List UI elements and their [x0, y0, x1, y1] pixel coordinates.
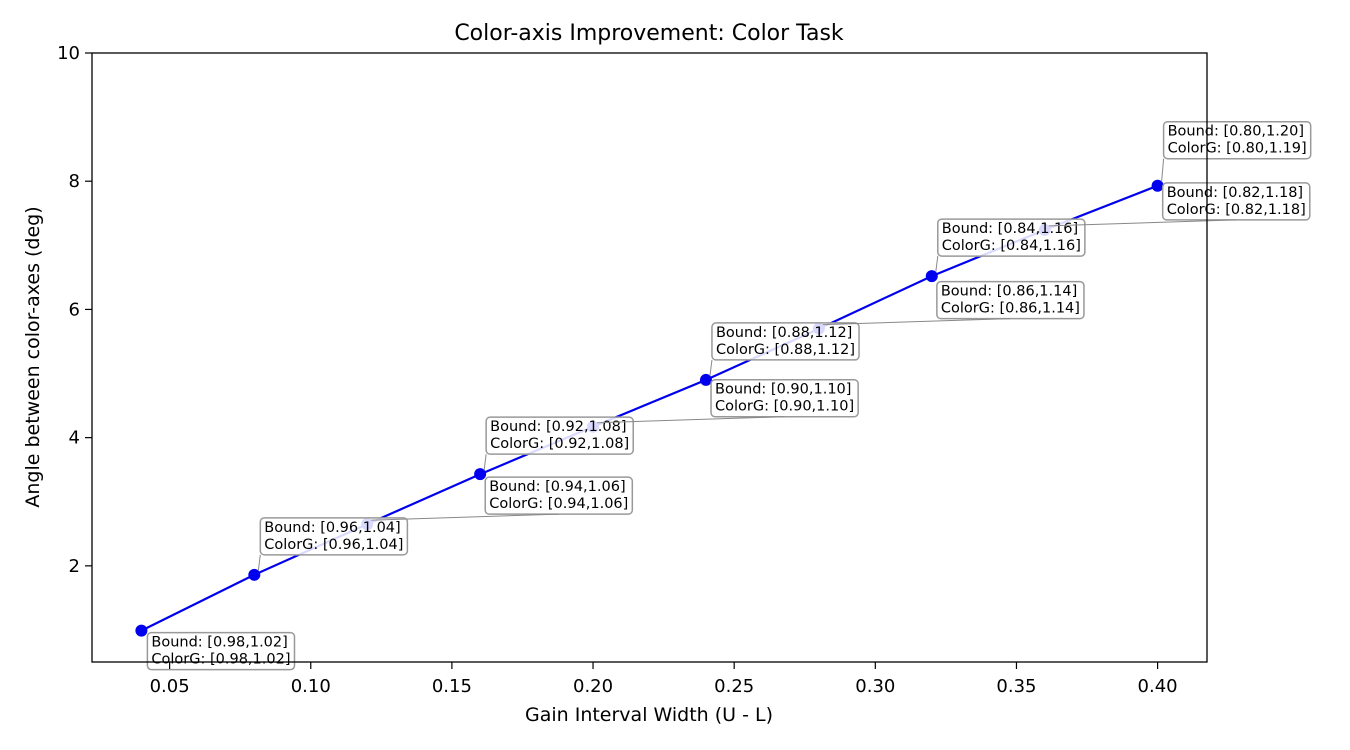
annotation: Bound: [0.82,1.18]ColorG: [0.82,1.18]	[1048, 182, 1311, 227]
annotation-line-1: Bound: [0.90,1.10]	[715, 382, 851, 398]
y-axis: 2 4 6 8 10	[57, 43, 92, 577]
annotation-line-2: ColorG: [0.84,1.16]	[942, 238, 1081, 254]
annotation-box	[711, 322, 860, 361]
annotation-line-2: ColorG: [0.88,1.12]	[716, 342, 855, 358]
annotation-line-1: Bound: [0.82,1.18]	[1167, 185, 1303, 201]
annotation-line-1: Bound: [0.84,1.16]	[942, 221, 1078, 237]
annotation-line-2: ColorG: [0.96,1.04]	[264, 537, 403, 553]
y-tick-label: 4	[69, 428, 80, 449]
annotation-line-2: ColorG: [0.80,1.19]	[1168, 141, 1307, 157]
y-tick-label: 6	[69, 299, 80, 320]
annotation-arrow	[371, 513, 559, 521]
x-tick-label: 0.15	[432, 676, 472, 697]
annotation-layer: Bound: [0.98,1.02]ColorG: [0.98,1.02]Bou…	[146, 120, 1312, 671]
plot-frame	[91, 52, 1208, 663]
annotation-line-1: Bound: [0.98,1.02]	[151, 635, 287, 651]
x-tick-label: 0.40	[1138, 676, 1178, 697]
annotation: Bound: [0.94,1.06]ColorG: [0.94,1.06]	[371, 476, 634, 521]
x-axis: 0.05 0.10 0.15 0.20 0.25 0.30 0.35 0.40	[150, 662, 1178, 697]
annotation-arrow	[483, 454, 487, 471]
plot-area	[92, 53, 1207, 662]
annotation-arrow	[257, 554, 261, 571]
annotation: Bound: [0.86,1.14]ColorG: [0.86,1.14]	[822, 280, 1085, 326]
annotation-line-2: ColorG: [0.82,1.18]	[1167, 202, 1306, 218]
annotation-line-2: ColorG: [0.94,1.06]	[489, 496, 628, 512]
x-axis-label: Gain Interval Width (U - L)	[525, 704, 773, 726]
annotation-box	[1162, 120, 1312, 160]
data-point	[474, 468, 487, 481]
x-tick-label: 0.30	[855, 676, 895, 697]
annotation-line-1: Bound: [0.80,1.20]	[1168, 124, 1304, 140]
annotation-arrow	[1048, 219, 1237, 227]
annotation: Bound: [0.96,1.04]ColorG: [0.96,1.04]	[257, 517, 409, 571]
annotation-arrow	[935, 256, 939, 273]
annotation-box	[937, 218, 1086, 257]
annotation-box	[484, 476, 634, 515]
annotation-arrow	[822, 318, 1011, 326]
annotation-arrow	[709, 359, 713, 376]
data-point	[925, 270, 938, 283]
annotation-line-2: ColorG: [0.86,1.14]	[941, 301, 1080, 317]
x-tick-label: 0.25	[714, 676, 754, 697]
data-point	[248, 568, 261, 581]
annotation-line-2: ColorG: [0.90,1.10]	[715, 399, 854, 415]
annotation: Bound: [0.90,1.10]ColorG: [0.90,1.10]	[597, 378, 859, 424]
annotation-line-1: Bound: [0.96,1.04]	[264, 520, 400, 536]
annotation-line-1: Bound: [0.92,1.08]	[490, 419, 626, 435]
annotation-line-2: ColorG: [0.92,1.08]	[490, 436, 629, 452]
annotation-arrow	[1161, 158, 1165, 182]
chart-title: Color-axis Improvement: Color Task	[454, 21, 844, 46]
x-tick-label: 0.20	[573, 676, 613, 697]
annotation-box	[146, 631, 296, 671]
annotation-box	[485, 416, 634, 455]
annotation-line-1: Bound: [0.88,1.12]	[716, 325, 852, 341]
annotation: Bound: [0.88,1.12]ColorG: [0.88,1.12]	[709, 322, 860, 376]
annotation: Bound: [0.98,1.02]ColorG: [0.98,1.02]	[146, 631, 296, 671]
y-tick-label: 8	[69, 171, 80, 192]
x-tick-label: 0.10	[291, 676, 331, 697]
annotation: Bound: [0.84,1.16]ColorG: [0.84,1.16]	[935, 218, 1086, 273]
data-point	[699, 373, 712, 386]
data-point	[1151, 179, 1164, 192]
annotation-line-1: Bound: [0.94,1.06]	[489, 479, 625, 495]
annotation-line-1: Bound: [0.86,1.14]	[941, 284, 1077, 300]
y-axis-label: Angle between color-axes (deg)	[22, 206, 44, 507]
annotation-line-2: ColorG: [0.98,1.02]	[151, 652, 290, 668]
y-tick-label: 2	[69, 556, 80, 577]
x-tick-label: 0.35	[996, 676, 1036, 697]
y-tick-label: 10	[57, 43, 80, 64]
data-point	[135, 624, 148, 637]
annotation: Bound: [0.92,1.08]ColorG: [0.92,1.08]	[483, 416, 634, 471]
annotation: Bound: [0.80,1.20]ColorG: [0.80,1.19]	[1161, 120, 1312, 182]
annotation-box	[259, 517, 409, 556]
annotation-arrow	[597, 416, 785, 424]
x-tick-label: 0.05	[150, 676, 190, 697]
